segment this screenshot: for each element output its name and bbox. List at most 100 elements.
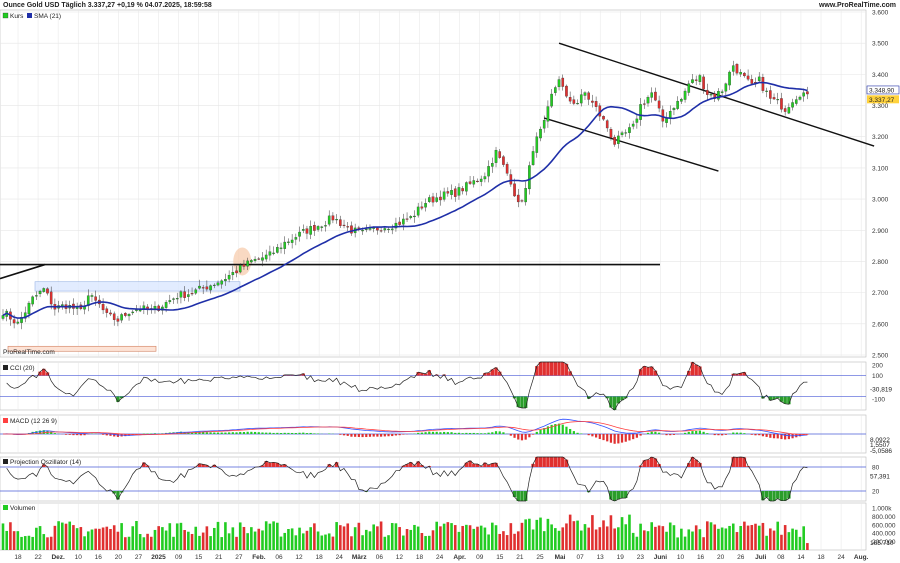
volume-bar xyxy=(83,536,86,550)
macd-histogram-bar xyxy=(572,431,575,434)
macd-histogram-bar xyxy=(209,432,212,434)
vol-legend: Volumen xyxy=(10,505,36,512)
macd-histogram-bar xyxy=(194,432,197,434)
macd-histogram-bar xyxy=(309,432,312,434)
volume-bar xyxy=(754,523,757,550)
volume-bar xyxy=(646,531,650,550)
macd-histogram-bar xyxy=(76,434,79,436)
price-panel xyxy=(0,9,867,358)
macd-histogram-bar xyxy=(535,431,538,434)
volume-bar xyxy=(5,530,9,550)
candle xyxy=(505,163,509,174)
volume-bar xyxy=(691,531,694,550)
x-tick-label: 19 xyxy=(617,554,625,561)
macd-histogram-bar xyxy=(784,434,787,440)
macd-histogram-bar xyxy=(754,434,757,436)
volume-bar xyxy=(613,528,616,550)
x-tick-label: 08 xyxy=(777,554,785,561)
candle xyxy=(691,79,694,83)
macd-histogram-bar xyxy=(743,433,746,434)
x-tick-label: 15 xyxy=(195,554,203,561)
macd-histogram-bar xyxy=(687,431,690,434)
macd-histogram-bar xyxy=(502,432,505,434)
macd-histogram-bar xyxy=(268,432,271,434)
candle xyxy=(112,313,116,320)
macd-histogram-bar xyxy=(658,432,661,434)
candle xyxy=(746,75,750,80)
macd-histogram-bar xyxy=(702,431,705,434)
volume-bar xyxy=(313,523,316,550)
x-tick-label: 24 xyxy=(837,554,845,561)
macd-histogram-bar xyxy=(179,431,183,434)
volume-bar xyxy=(376,526,379,550)
volume-bar xyxy=(420,533,424,550)
x-tick-label: 18 xyxy=(817,554,825,561)
volume-bar xyxy=(253,531,257,550)
macd-histogram-bar xyxy=(357,434,360,437)
candle xyxy=(791,102,794,108)
x-tick-label: 27 xyxy=(235,554,243,561)
candle xyxy=(294,237,298,240)
candle xyxy=(124,312,127,316)
candle xyxy=(446,191,450,194)
candle xyxy=(324,225,327,227)
volume-bar xyxy=(620,517,624,550)
candle xyxy=(624,132,628,134)
volume-bar xyxy=(472,528,476,550)
volume-bar xyxy=(153,529,157,550)
volume-bar xyxy=(476,526,479,550)
volume-bar xyxy=(702,537,705,550)
volume-bar xyxy=(491,522,494,550)
candle xyxy=(198,285,201,289)
volume-bar xyxy=(335,522,338,550)
candle xyxy=(127,314,131,317)
volume-bar xyxy=(450,523,453,550)
x-tick-label: 20 xyxy=(115,554,123,561)
volume-bar xyxy=(268,523,272,550)
candle xyxy=(472,180,476,185)
candle xyxy=(765,90,768,92)
x-tick-label: März xyxy=(352,554,368,561)
candle xyxy=(298,231,301,237)
candle xyxy=(116,318,120,322)
volume-bar xyxy=(220,537,224,550)
candle xyxy=(183,291,186,298)
candle xyxy=(105,308,109,313)
macd-histogram-bar xyxy=(787,434,790,440)
x-tick-label: Mai xyxy=(555,554,566,561)
volume-bar xyxy=(61,522,64,550)
volume-bar xyxy=(394,523,398,550)
volume-bar xyxy=(68,521,72,550)
macd-histogram-bar xyxy=(246,431,249,434)
volume-bar xyxy=(12,531,16,550)
volume-bar xyxy=(216,521,220,550)
macd-histogram-bar xyxy=(520,434,524,441)
macd-histogram-bar xyxy=(472,432,475,434)
macd-histogram-bar xyxy=(339,434,342,435)
volume-bar xyxy=(557,530,561,550)
price-ytick: 2.800 xyxy=(872,259,889,266)
volume-bar xyxy=(453,525,457,550)
candle xyxy=(739,72,742,75)
macd-histogram-bar xyxy=(609,434,613,443)
volume-bar xyxy=(42,534,46,550)
volume-bar xyxy=(624,524,628,550)
volume-bar xyxy=(350,536,353,550)
sma-value-label: 3.348,90 xyxy=(869,87,895,94)
macd-histogram-bar xyxy=(483,433,486,434)
candle xyxy=(279,247,283,249)
volume-bar xyxy=(687,529,691,550)
macd-histogram-bar xyxy=(557,423,561,434)
candle xyxy=(12,319,16,324)
volume-bar xyxy=(105,526,109,550)
volume-bar xyxy=(739,525,742,550)
candle xyxy=(175,298,179,300)
macd-histogram-bar xyxy=(732,432,735,434)
candle xyxy=(620,132,624,135)
macd-histogram-bar xyxy=(639,434,642,436)
macd-label: 8,0922 xyxy=(870,437,890,444)
candle xyxy=(720,91,724,93)
candle xyxy=(109,312,112,315)
brand-link[interactable]: www.ProRealTime.com xyxy=(818,2,896,9)
